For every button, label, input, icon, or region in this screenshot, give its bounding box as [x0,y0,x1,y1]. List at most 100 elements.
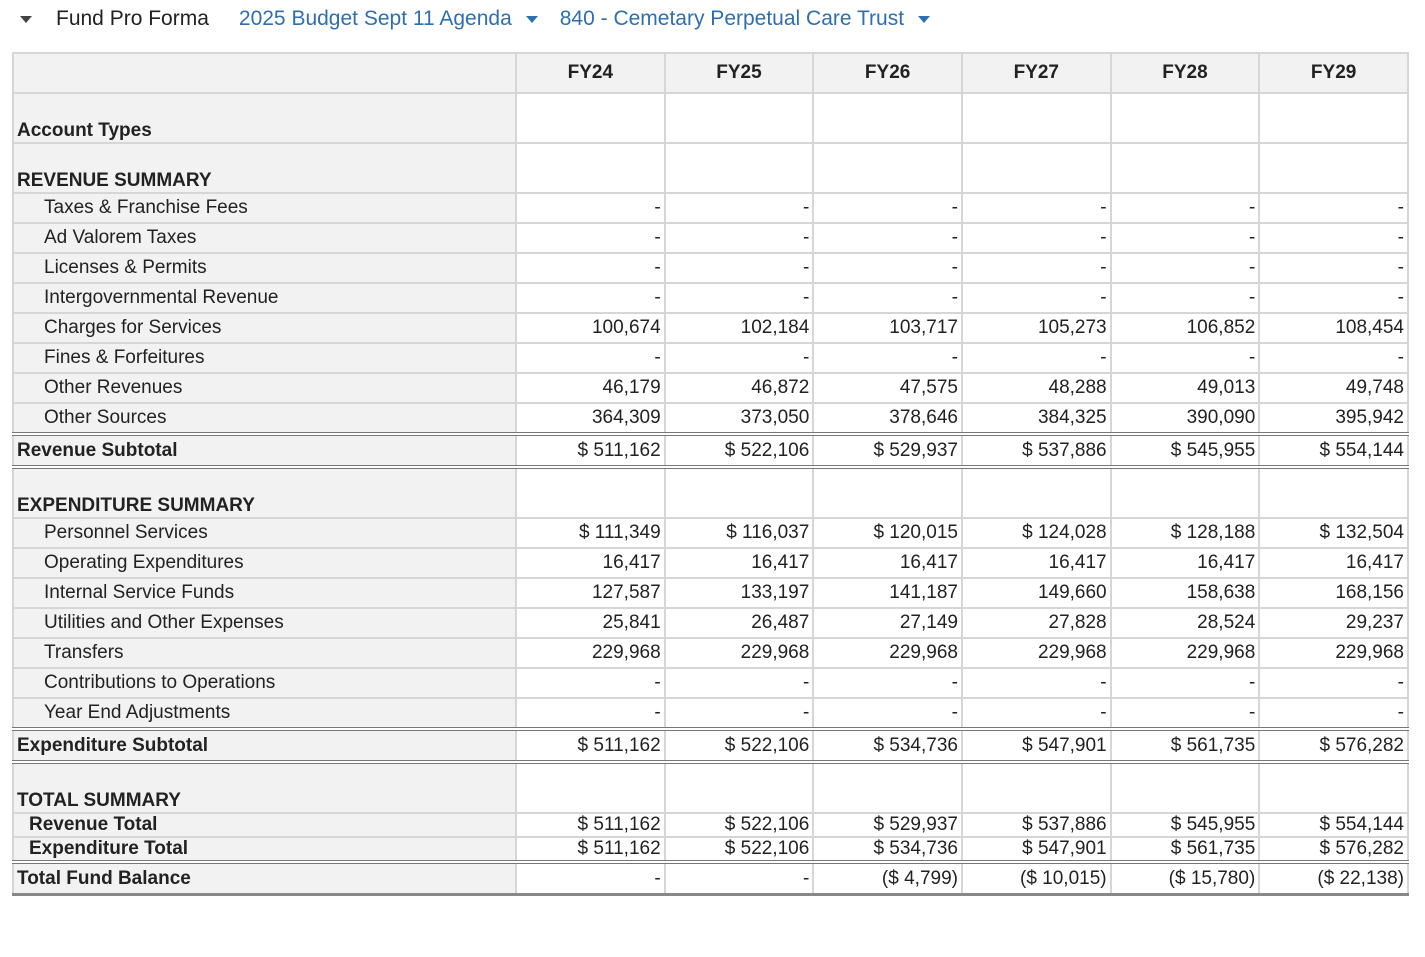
value-cell: 149,660 [960,577,1112,609]
value-cell: 102,184 [663,312,815,344]
value-cell [663,142,815,194]
value-cell: 141,187 [812,577,963,609]
value-cell: $ 522,106 [663,812,815,838]
table-row: Transfers 229,968 229,968 229,968 229,968 229… [12,637,1409,669]
row-label: Account Types [12,92,517,144]
row-label: Ad Valorem Taxes [12,222,517,254]
value-cell: 16,417 [960,547,1112,579]
value-cell: - [1258,192,1409,224]
value-cell: 49,748 [1258,372,1409,404]
subtotal-row: Expenditure Subtotal $ 511,162 $ 522,106 $ … [12,727,1409,763]
value-cell [663,92,815,144]
value-cell [960,92,1112,144]
value-cell: - [1258,697,1409,730]
scenario-dropdown[interactable]: 2025 Budget Sept 11 Agenda [239,7,538,31]
section-header-row: TOTAL SUMMARY [12,760,1409,814]
value-cell [812,760,963,814]
value-cell: - [663,282,815,314]
value-cell: - [812,697,963,730]
value-cell: $ 547,901 [960,727,1112,763]
value-cell: 103,717 [812,312,963,344]
subtotal-row: Revenue Subtotal $ 511,162 $ 522,106 $ 529,… [12,432,1409,468]
value-cell: - [960,282,1112,314]
value-cell: 105,273 [960,312,1112,344]
value-cell: - [1109,667,1261,699]
value-cell: 168,156 [1258,577,1409,609]
value-cell: 29,237 [1258,607,1409,639]
subtotal-row: Total Fund Balance - - ($ 4,799) ($ 10,015)(… [12,860,1409,896]
row-label: REVENUE SUMMARY [12,142,517,194]
value-cell: $ 511,162 [515,727,666,763]
column-header-fy28: FY28 [1109,52,1261,94]
table-row: Licenses & Permits - - - - - - [12,252,1409,284]
value-cell: $ 529,937 [812,432,963,468]
value-cell: - [515,342,666,374]
value-cell: 378,646 [812,402,963,435]
value-cell: 100,674 [515,312,666,344]
value-cell: - [515,697,666,730]
value-cell: - [515,667,666,699]
table-row: Ad Valorem Taxes - - - - - - [12,222,1409,254]
value-cell: 390,090 [1109,402,1261,435]
value-cell: $ 511,162 [515,812,666,838]
value-cell: 229,968 [515,637,666,669]
row-label: Intergovernmental Revenue [12,282,517,314]
column-header-fy27: FY27 [960,52,1112,94]
value-cell: $ 545,955 [1109,432,1261,468]
value-cell: - [663,697,815,730]
value-cell: 106,852 [1109,312,1261,344]
row-label: Taxes & Franchise Fees [12,192,517,224]
value-cell: ($ 4,799) [812,860,963,896]
value-cell: - [812,222,963,254]
value-cell: - [663,667,815,699]
value-cell: 373,050 [663,402,815,435]
value-cell: 364,309 [515,402,666,435]
value-cell: 158,638 [1109,577,1261,609]
row-label: Licenses & Permits [12,252,517,284]
value-cell: 229,968 [960,637,1112,669]
column-header-fy25: FY25 [663,52,815,94]
value-cell: 16,417 [663,547,815,579]
value-cell: 229,968 [663,637,815,669]
value-cell [515,465,666,519]
value-cell: - [515,282,666,314]
row-label: Operating Expenditures [12,547,517,579]
value-cell [812,465,963,519]
value-cell: ($ 15,780) [1109,860,1261,896]
row-label: EXPENDITURE SUMMARY [12,465,517,519]
table-row: Contributions to Operations - - - - - - [12,667,1409,699]
value-cell: $ 537,886 [960,812,1112,838]
value-cell: $ 554,144 [1258,812,1409,838]
table-row: Intergovernmental Revenue - - - - - - [12,282,1409,314]
row-label: Year End Adjustments [12,697,517,730]
value-cell [663,465,815,519]
row-label: Revenue Subtotal [12,432,517,468]
value-cell: $ 511,162 [515,432,666,468]
value-cell: $ 522,106 [663,836,815,863]
value-cell: 133,197 [663,577,815,609]
row-label: Other Sources [12,402,517,435]
value-cell: $ 116,037 [663,517,815,549]
value-cell: 46,179 [515,372,666,404]
fund-dropdown[interactable]: 840 - Cemetary Perpetual Care Trust [560,7,931,31]
value-cell: - [1109,282,1261,314]
value-cell: - [1109,222,1261,254]
row-label: Revenue Total [12,812,517,838]
table-row: Taxes & Franchise Fees - - - - - - [12,192,1409,224]
subtotal-row: Expenditure Total $ 511,162 $ 522,106 $ 534… [12,836,1409,863]
value-cell: 395,942 [1258,402,1409,435]
row-label: Transfers [12,637,517,669]
collapse-caret-icon[interactable] [20,15,32,23]
value-cell: ($ 22,138) [1258,860,1409,896]
row-label: Fines & Forfeitures [12,342,517,374]
table-row: Personnel Services $ 111,349 $ 116,037 $ 12… [12,517,1409,549]
header-row: FY24 FY25 FY26 FY27 FY28 FY29 [12,52,1409,94]
value-cell: $ 120,015 [812,517,963,549]
value-cell [1258,465,1409,519]
subtotal-row: Revenue Total $ 511,162 $ 522,106 $ 529,937… [12,812,1409,838]
value-cell: - [663,252,815,284]
value-cell: - [960,222,1112,254]
table-row: Charges for Services 100,674 102,184 103,71… [12,312,1409,344]
section-header-row: EXPENDITURE SUMMARY [12,465,1409,519]
value-cell: $ 576,282 [1258,836,1409,863]
